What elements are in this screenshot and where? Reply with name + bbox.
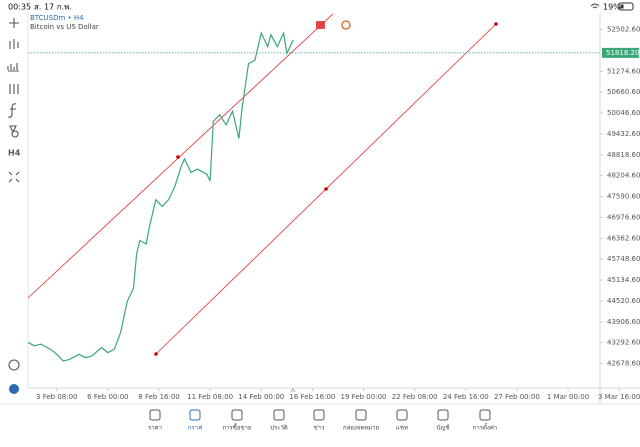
last-price-label: 51818.20 — [606, 49, 639, 57]
trend-line-handle — [154, 352, 158, 356]
y-tick-label: 50046.60 — [607, 109, 640, 117]
tab-label[interactable]: ราคา — [148, 425, 162, 432]
tab-icon[interactable] — [273, 409, 285, 421]
y-tick-label: 47590.60 — [607, 193, 640, 201]
y-tick-label: 42678.60 — [607, 360, 640, 368]
objects-tool[interactable] — [9, 84, 19, 94]
tab-label[interactable]: การตั้งค่า — [473, 422, 497, 432]
last-price-box — [602, 47, 639, 58]
tab-label[interactable]: กล่องจดหมาย — [343, 425, 379, 432]
tab-icon[interactable] — [231, 409, 243, 421]
tab-icon[interactable] — [396, 409, 408, 421]
x-tick-label: 11 Feb 08:00 — [187, 393, 233, 401]
app-icon[interactable] — [9, 384, 19, 394]
y-tick-label: 44520.60 — [607, 297, 640, 305]
trend-line-handle — [324, 187, 328, 191]
x-tick-label: 3 Feb 08:00 — [36, 393, 77, 401]
trend-line-handle — [176, 155, 180, 159]
x-tick-label: 16 Feb 16:00 — [289, 393, 335, 401]
trend-line — [28, 14, 334, 299]
y-tick-label: 43906.60 — [607, 318, 640, 326]
y-tick-label: 45134.60 — [607, 276, 640, 284]
x-tick-label: 3 Mar 16:00 — [598, 393, 640, 401]
price-line — [28, 31, 294, 362]
symbol-description: Bitcoin vs US Dollar — [30, 23, 99, 31]
y-tick-label: 52502.60 — [607, 26, 640, 34]
y-tick-label: 51274.60 — [607, 67, 640, 75]
battery-icon — [618, 2, 634, 11]
status-time: 00:35 — [8, 3, 31, 12]
y-tick-label: 48204.60 — [607, 172, 640, 180]
symbol: BTCUSDm • H4 — [30, 14, 84, 22]
fullscreen-tool[interactable] — [8, 171, 20, 183]
plot — [28, 31, 294, 362]
x-tick-label: 6 Feb 00:00 — [87, 393, 128, 401]
y-tick-label: 46362.60 — [607, 234, 640, 242]
left-toolbar: H4 — [7, 18, 21, 394]
function-tool[interactable] — [7, 103, 17, 118]
shapes-tool[interactable] — [9, 125, 19, 138]
x-tick-label: 27 Feb 00:00 — [494, 393, 540, 401]
tab-label[interactable]: การซื้อขาย — [223, 422, 252, 432]
crosshair-tool[interactable] — [9, 18, 19, 28]
status-battery: 19% — [603, 3, 621, 12]
chart-type-tool[interactable] — [9, 39, 19, 49]
battery-level — [620, 4, 624, 9]
tab-icon[interactable] — [479, 409, 491, 421]
y-tick-label: 48818.60 — [607, 151, 640, 159]
tab-label[interactable]: ประวัติ — [270, 425, 288, 432]
tab-icon[interactable] — [355, 409, 367, 421]
x-tick-label: 19 Feb 00:00 — [341, 393, 387, 401]
status-date: ส. 17 ก.พ. — [34, 3, 72, 12]
x-tick-label: 1 Mar 00:00 — [547, 393, 589, 401]
tab-label[interactable]: ข่าว — [314, 425, 325, 432]
y-tick-label: 43292.60 — [607, 339, 640, 347]
tab-icon[interactable] — [149, 409, 161, 421]
tab-label[interactable]: แชท — [396, 425, 408, 432]
y-tick-label: 49432.60 — [607, 130, 640, 138]
tab-label[interactable]: บัญชี — [437, 424, 450, 432]
buy-button[interactable] — [341, 20, 351, 30]
indicators-tool[interactable] — [7, 63, 19, 72]
drawings — [28, 14, 498, 356]
trend-line-handle — [494, 22, 498, 26]
x-tick-label: 14 Feb 00:00 — [238, 393, 284, 401]
speed-icon[interactable] — [8, 359, 20, 371]
tab-icon[interactable] — [437, 409, 449, 421]
x-tick-label: 22 Feb 08:00 — [392, 393, 438, 401]
wifi-icon — [590, 3, 600, 9]
tab-label[interactable]: กราฟ — [188, 425, 202, 432]
tab-icon[interactable] — [189, 409, 201, 421]
x-tick-label: 24 Feb 16:00 — [443, 393, 489, 401]
y-tick-label: 46976.60 — [607, 213, 640, 221]
timeframe[interactable]: H4 — [8, 149, 21, 158]
y-tick-label: 50660.60 — [607, 88, 640, 96]
x-tick-label: 8 Feb 16:00 — [138, 393, 179, 401]
tab-icon[interactable] — [313, 409, 325, 421]
y-tick-label: 45748.60 — [607, 255, 640, 263]
scroll-handle[interactable] — [290, 388, 296, 393]
